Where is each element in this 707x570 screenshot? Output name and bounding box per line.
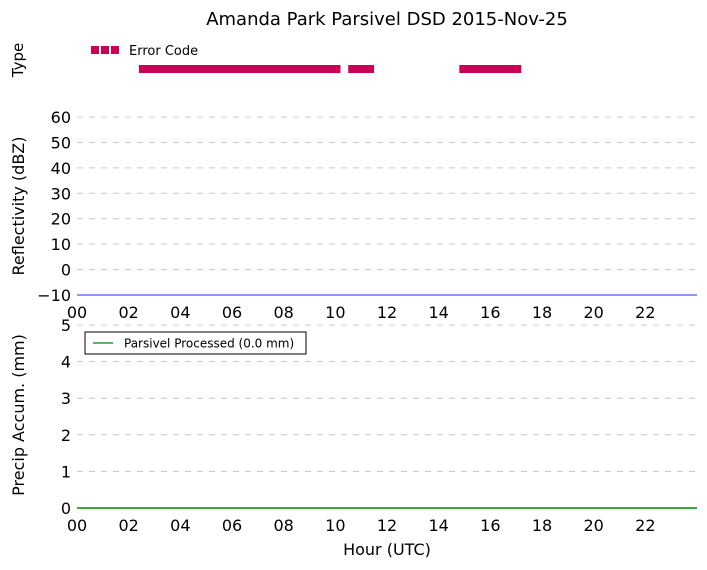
error-code-segment-1 xyxy=(139,65,341,73)
reflectivity-x-tick-label: 22 xyxy=(635,303,655,322)
reflectivity-y-tick-label: 20 xyxy=(51,210,71,229)
error-code-swatch-3 xyxy=(111,46,119,54)
reflectivity-x-tick-label: 12 xyxy=(377,303,397,322)
error-code-segment-3 xyxy=(459,65,522,73)
precip-x-tick-label: 12 xyxy=(377,516,397,535)
reflectivity-x-tick-label: 14 xyxy=(428,303,448,322)
precip-x-tick-label: 08 xyxy=(273,516,293,535)
precip-y-ticks: 5 4 3 2 1 0 xyxy=(61,316,71,518)
reflectivity-x-tick-label: 06 xyxy=(222,303,242,322)
reflectivity-y-tick-label: 50 xyxy=(51,133,71,152)
x-axis-label: Hour (UTC) xyxy=(343,540,431,559)
reflectivity-y-tick-label: −10 xyxy=(37,286,71,305)
error-code-legend-swatch xyxy=(91,46,119,54)
chart-title: Amanda Park Parsivel DSD 2015-Nov-25 xyxy=(206,9,568,30)
precip-x-ticks: 00 02 04 06 08 10 12 14 16 18 20 22 xyxy=(67,516,656,535)
precip-x-tick-label: 00 xyxy=(67,516,87,535)
precip-legend-label: Parsivel Processed (0.0 mm) xyxy=(124,337,294,351)
error-code-segments xyxy=(139,65,522,73)
reflectivity-x-tick-label: 04 xyxy=(170,303,190,322)
reflectivity-x-tick-label: 00 xyxy=(67,303,87,322)
reflectivity-y-ticks: 60 50 40 30 20 10 0 −10 xyxy=(37,108,71,305)
precip-legend-box xyxy=(84,331,307,355)
reflectivity-x-tick-label: 02 xyxy=(118,303,138,322)
reflectivity-x-tick-label: 16 xyxy=(480,303,500,322)
error-code-segment-2 xyxy=(348,65,375,73)
reflectivity-gridlines xyxy=(77,116,697,271)
precip-y-tick-label: 1 xyxy=(61,462,71,481)
precip-x-tick-label: 20 xyxy=(583,516,603,535)
error-code-swatch-2 xyxy=(101,46,109,54)
precip-y-tick-label: 0 xyxy=(61,499,71,518)
reflectivity-x-tick-label: 08 xyxy=(273,303,293,322)
precip-x-tick-label: 16 xyxy=(480,516,500,535)
type-axis-label: Type xyxy=(9,43,27,78)
precip-x-tick-label: 02 xyxy=(118,516,138,535)
precip-x-tick-label: 18 xyxy=(532,516,552,535)
precip-legend: Parsivel Processed (0.0 mm) xyxy=(84,331,307,355)
reflectivity-x-tick-label: 18 xyxy=(532,303,552,322)
precip-x-tick-label: 04 xyxy=(170,516,190,535)
precip-y-tick-label: 5 xyxy=(61,316,71,335)
reflectivity-y-tick-label: 0 xyxy=(61,261,71,280)
reflectivity-axis-label: Reflectivity (dBZ) xyxy=(9,137,28,276)
error-code-legend: Error Code xyxy=(91,44,198,59)
reflectivity-y-tick-label: 60 xyxy=(51,108,71,127)
precip-y-tick-label: 4 xyxy=(61,353,71,372)
reflectivity-y-tick-label: 40 xyxy=(51,159,71,178)
reflectivity-x-ticks: 00 02 04 06 08 10 12 14 16 18 20 22 xyxy=(67,303,656,322)
precip-axis-label: Precip Accum. (mm) xyxy=(9,334,28,496)
precip-x-tick-label: 14 xyxy=(428,516,448,535)
reflectivity-y-tick-label: 10 xyxy=(51,235,71,254)
reflectivity-x-tick-label: 10 xyxy=(325,303,345,322)
precip-x-tick-label: 06 xyxy=(222,516,242,535)
reflectivity-y-tick-label: 30 xyxy=(51,184,71,203)
precip-x-tick-label: 10 xyxy=(325,516,345,535)
reflectivity-x-tick-label: 20 xyxy=(583,303,603,322)
precip-y-tick-label: 3 xyxy=(61,389,71,408)
precip-gridlines xyxy=(77,324,697,472)
error-code-swatch-1 xyxy=(91,46,99,54)
precip-x-tick-label: 22 xyxy=(635,516,655,535)
precip-y-tick-label: 2 xyxy=(61,426,71,445)
error-code-legend-label: Error Code xyxy=(129,44,198,59)
